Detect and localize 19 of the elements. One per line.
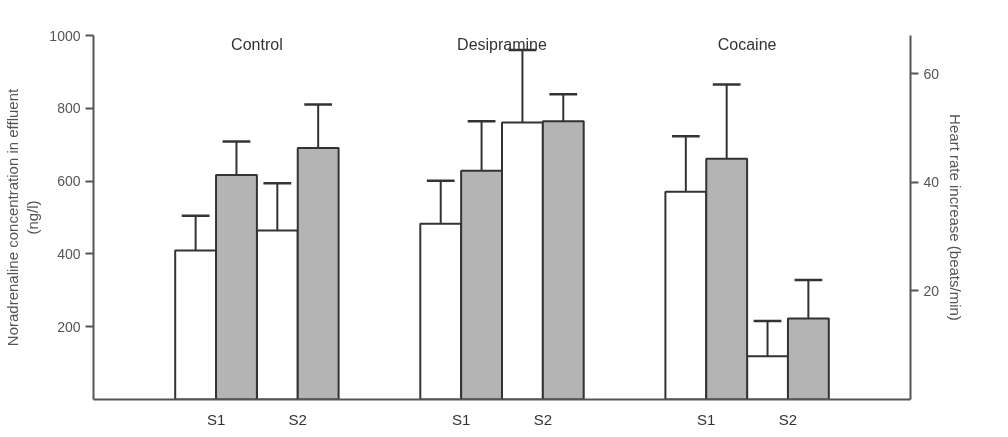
y2-axis-title: Heart rate increase (beats/min) [947, 114, 965, 321]
x-tick-label: S2 [533, 410, 553, 428]
x-tick-label: S2 [288, 410, 307, 428]
x-tick-label: S1 [451, 410, 471, 428]
annotation: Cocaine [717, 35, 777, 53]
y-tick-label: 600 [57, 173, 81, 190]
y2-tick-label: 60 [923, 65, 940, 82]
y2-tick-label: 20 [923, 282, 940, 299]
x-tick-label: S1 [206, 410, 226, 428]
y-axis-title: Noradrenaline concentration in effluent (ng/l) [3, 87, 42, 347]
y-tick-label: 1000 [49, 27, 81, 44]
y-tick-label: 800 [57, 100, 81, 117]
annotation: Control [231, 35, 283, 53]
annotation: Desipramine [457, 35, 548, 53]
x-tick-label: S2 [778, 410, 798, 428]
y-tick-label: 400 [57, 245, 81, 262]
y2-tick-label: 40 [923, 174, 940, 191]
y-tick-label: 200 [57, 318, 81, 335]
x-tick-label: S1 [697, 410, 716, 428]
